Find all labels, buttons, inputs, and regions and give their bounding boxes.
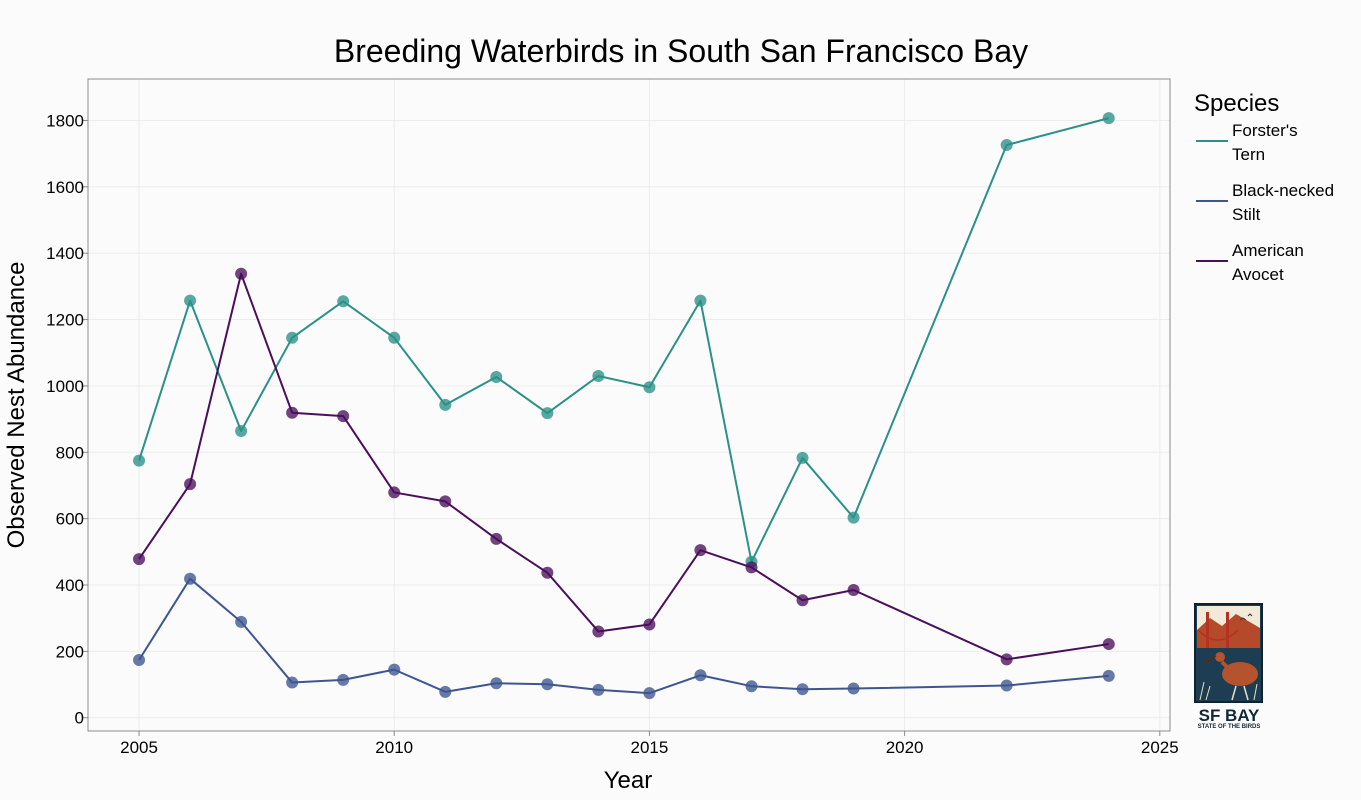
- data-point: [847, 511, 860, 524]
- data-point: [1000, 679, 1013, 692]
- data-point: [133, 454, 146, 467]
- legend-label: Forster's: [1232, 121, 1298, 140]
- data-point: [694, 669, 707, 682]
- data-point: [643, 687, 656, 700]
- y-tick-label: 1000: [46, 377, 84, 396]
- data-point: [847, 682, 860, 695]
- data-point: [133, 653, 146, 666]
- logo-name: SF BAY: [1199, 706, 1260, 725]
- data-point: [796, 594, 809, 607]
- data-point: [643, 618, 656, 631]
- data-point: [439, 495, 452, 508]
- y-tick-label: 400: [56, 576, 84, 595]
- data-point: [184, 572, 197, 585]
- legend-label: Black-necked: [1232, 181, 1334, 200]
- x-tick-label: 2005: [120, 738, 158, 757]
- legend-label: Stilt: [1232, 205, 1261, 224]
- y-tick-label: 1200: [46, 311, 84, 330]
- logo-tagline: STATE OF THE BIRDS: [1198, 724, 1261, 730]
- data-point: [286, 406, 299, 419]
- legend-item: Black-necked Stilt: [1196, 181, 1334, 224]
- legend-label: Avocet: [1232, 265, 1284, 284]
- data-point: [439, 685, 452, 698]
- data-point: [1000, 653, 1013, 666]
- data-point: [1102, 112, 1115, 125]
- data-point: [847, 583, 860, 596]
- data-point: [235, 615, 248, 628]
- data-point: [541, 566, 554, 579]
- data-point: [133, 553, 146, 566]
- data-point: [337, 295, 350, 308]
- x-tick-label: 2025: [1141, 738, 1179, 757]
- data-point: [1000, 139, 1013, 152]
- series-black-necked-stilt: [133, 572, 1115, 700]
- legend-title: Species: [1194, 90, 1279, 117]
- data-point: [337, 410, 350, 423]
- data-point: [1102, 638, 1115, 651]
- data-point: [388, 486, 401, 499]
- sf-bay-logo: SF BAY STATE OF THE BIRDS: [1194, 603, 1263, 730]
- data-point: [286, 676, 299, 689]
- x-tick-label: 2015: [631, 738, 669, 757]
- data-point: [490, 532, 503, 545]
- y-tick-label: 1600: [46, 178, 84, 197]
- data-point: [439, 398, 452, 411]
- data-point: [796, 683, 809, 696]
- data-point: [1102, 669, 1115, 682]
- gridlines: [88, 79, 1170, 731]
- y-tick-label: 1800: [46, 111, 84, 130]
- data-point: [235, 425, 248, 438]
- data-point: [184, 294, 197, 307]
- legend: Species Forster's Tern Black-necked Stilt Am…: [1194, 90, 1334, 284]
- data-point: [796, 451, 809, 464]
- data-point: [592, 369, 605, 382]
- data-point: [592, 683, 605, 696]
- data-point: [235, 267, 248, 280]
- legend-label: Tern: [1232, 145, 1265, 164]
- legend-item: American Avocet: [1196, 241, 1304, 284]
- data-point: [643, 381, 656, 394]
- data-point: [592, 625, 605, 638]
- data-point: [694, 294, 707, 307]
- data-point: [541, 407, 554, 420]
- chart-title: Breeding Waterbirds in South San Francis…: [334, 33, 1028, 69]
- y-tick-label: 0: [75, 709, 84, 728]
- y-tick-label: 1400: [46, 244, 84, 263]
- data-point: [490, 370, 503, 383]
- legend-label: American: [1232, 241, 1304, 260]
- x-axis: 2005 2010 2015 2020 2025: [120, 731, 1179, 757]
- data-point: [490, 677, 503, 690]
- legend-item: Forster's Tern: [1196, 121, 1298, 164]
- x-tick-label: 2020: [886, 738, 924, 757]
- y-tick-label: 600: [56, 510, 84, 529]
- y-axis: 0 200 400 600 800 1000 1200 1400 1600 1800: [46, 111, 88, 728]
- data-point: [745, 680, 758, 693]
- data-point: [388, 663, 401, 676]
- data-point: [745, 561, 758, 574]
- data-point: [694, 544, 707, 557]
- data-point: [541, 678, 554, 691]
- data-point: [337, 673, 350, 686]
- data-point: [286, 331, 299, 344]
- x-axis-title: Year: [604, 767, 653, 794]
- series-layer: [133, 112, 1115, 700]
- x-tick-label: 2010: [375, 738, 413, 757]
- y-axis-title: Observed Nest Abundance: [3, 262, 30, 549]
- series-american-avocet: [133, 267, 1115, 666]
- y-tick-label: 200: [56, 642, 84, 661]
- data-point: [388, 331, 401, 344]
- data-point: [184, 478, 197, 491]
- y-tick-label: 800: [56, 443, 84, 462]
- plot-border: [87, 78, 1171, 732]
